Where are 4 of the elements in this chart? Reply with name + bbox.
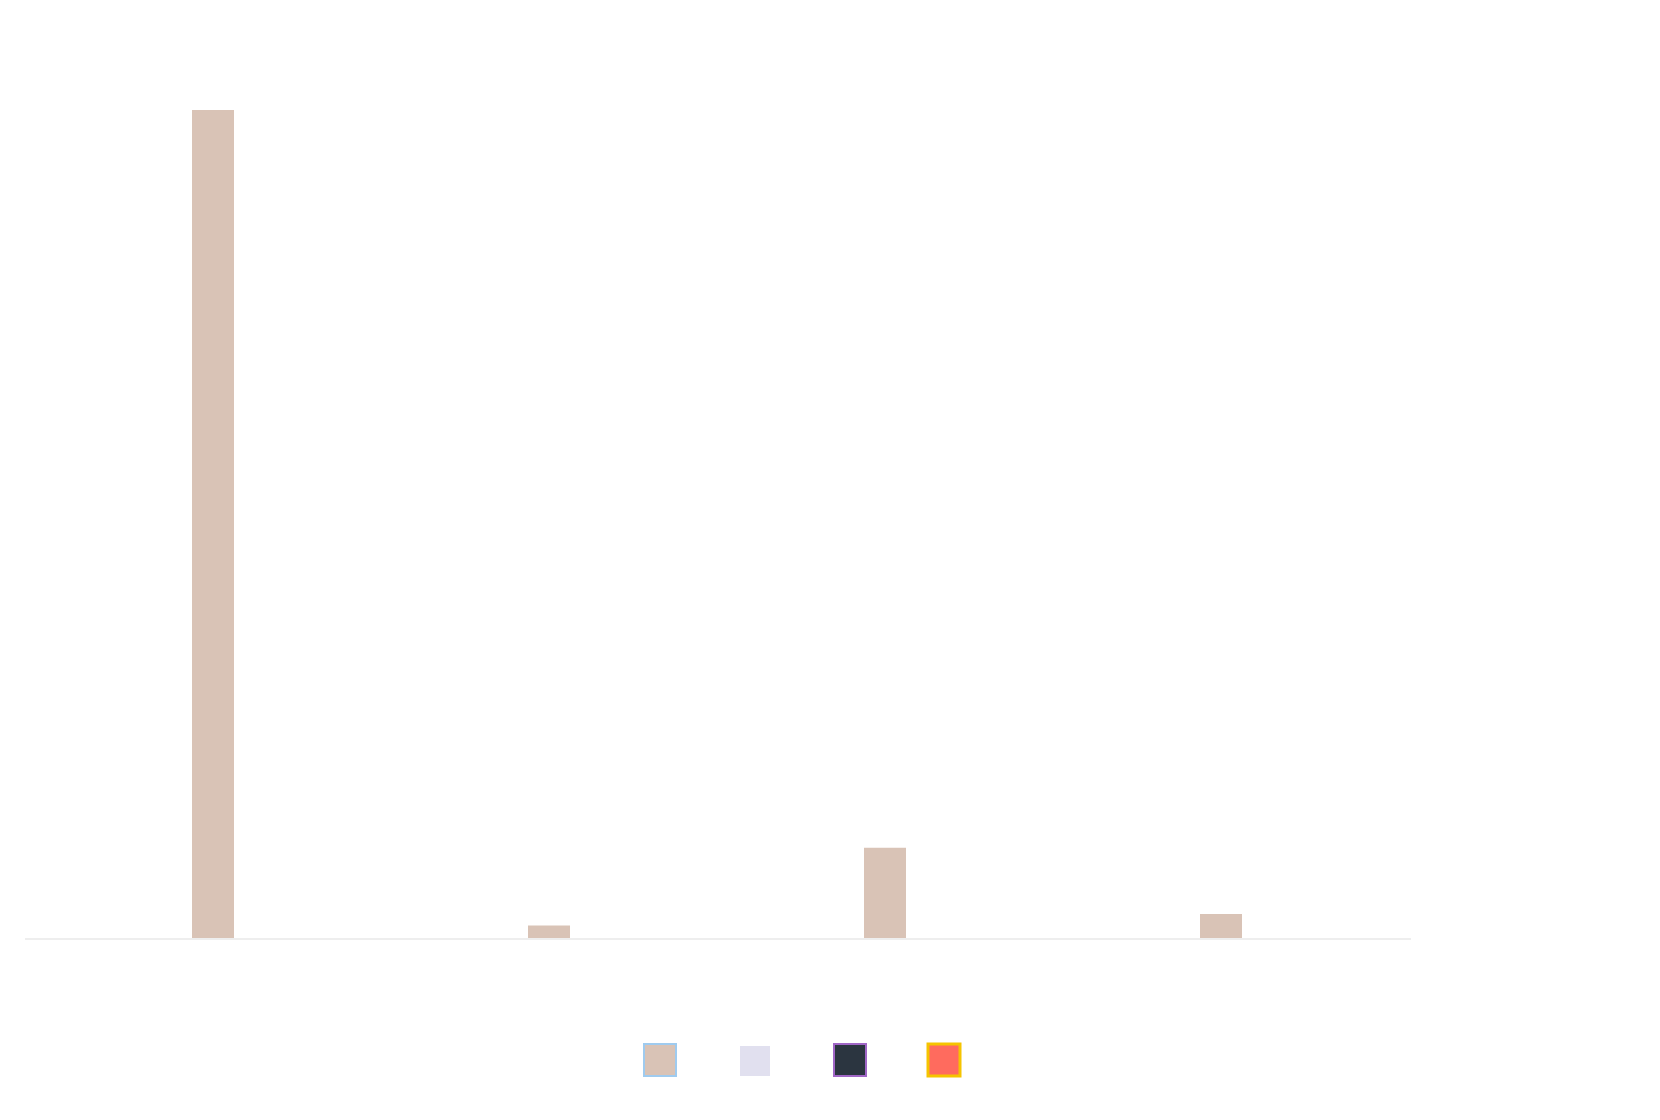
bar [864,847,906,938]
bar [1200,913,1242,938]
bar [528,925,570,938]
bar [192,110,234,938]
